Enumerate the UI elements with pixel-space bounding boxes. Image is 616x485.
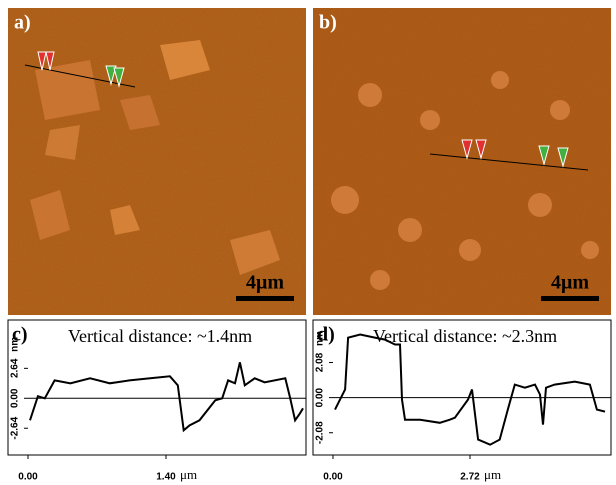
y-tick-label: 0.00 <box>10 388 21 408</box>
afm-image-b: b) 4μm <box>313 8 611 315</box>
scale-bar-label: 4μm <box>246 272 284 294</box>
y-tick-label: -2.08 <box>315 421 326 444</box>
y-tick-label: 2.08 <box>315 352 326 372</box>
x-tick-label: 0.00 <box>323 472 343 483</box>
y-tick-label: -2.64 <box>10 416 21 439</box>
x-tick-label: 1.40 <box>156 472 176 483</box>
figure: a) 4μm b) 4μm -2.640.002.64nm0.001.40μmc… <box>0 0 616 485</box>
x-axis-label: μm <box>484 467 501 482</box>
y-tick-label: 0.00 <box>315 387 326 407</box>
x-tick-label: 0.00 <box>18 472 38 483</box>
scale-bar-label: 4μm <box>551 272 589 294</box>
page: a) 4μm b) 4μm -2.640.002.64nm0.001.40μmc… <box>0 0 616 485</box>
scale-bar <box>236 296 294 301</box>
afm-image-a: a) 4μm <box>8 8 306 315</box>
x-axis-label: μm <box>180 467 197 482</box>
panel-label: a) <box>14 12 31 34</box>
scale-bar <box>541 296 599 301</box>
panel-label: b) <box>319 12 337 34</box>
annotation: Vertical distance: ~2.3nm <box>373 326 557 346</box>
panel-label: c) <box>12 324 28 346</box>
annotation: Vertical distance: ~1.4nm <box>68 326 252 346</box>
x-tick-label: 2.72 <box>460 472 480 483</box>
panel-label: d) <box>317 324 335 346</box>
y-tick-label: 2.64 <box>10 358 21 378</box>
